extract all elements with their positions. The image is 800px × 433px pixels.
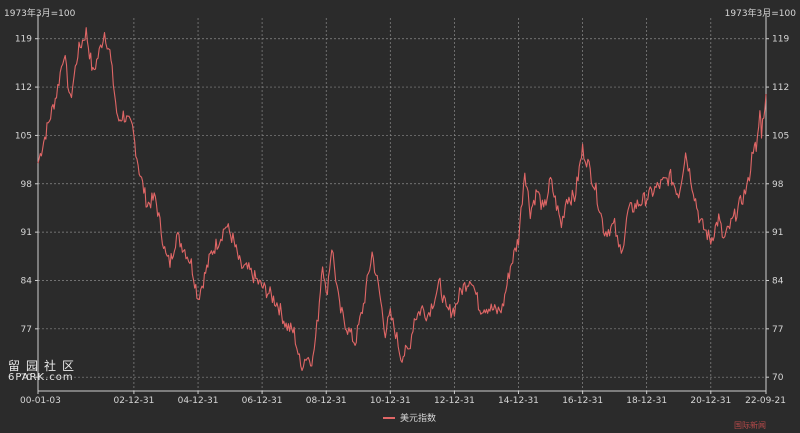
- x-tick-label: 10-12-31: [370, 396, 411, 406]
- y-axis-right-labels: 70 77 84 91 98 105 112 119: [772, 35, 789, 383]
- x-tick-label: 20-12-31: [690, 396, 731, 406]
- x-axis-labels: 00-01-03 02-12-31 04-12-31 06-12-31 08-12-31…: [20, 396, 786, 406]
- legend[interactable]: 美元指数: [383, 411, 436, 424]
- x-tick-label: 12-12-31: [434, 396, 475, 406]
- x-tick-label: 16-12-31: [562, 396, 603, 406]
- y-tick-label: 77: [772, 325, 783, 335]
- y-tick-label: 91: [772, 228, 783, 238]
- y-tick-label: 112: [772, 83, 789, 93]
- y-tick-label: 119: [15, 35, 32, 45]
- legend-label: 美元指数: [400, 414, 437, 424]
- y-tick-label: 70: [21, 373, 33, 383]
- x-tick-label: 00-01-03: [20, 396, 61, 406]
- watermark: 留园社区 6PARK.com: [8, 360, 80, 384]
- y-tick-label: 84: [772, 276, 784, 286]
- y-axis-right-unit: 1973年3月=100: [724, 9, 796, 19]
- x-tick-label: 08-12-31: [306, 396, 347, 406]
- y-tick-label: 98: [772, 180, 784, 190]
- x-tick-label: 14-12-31: [498, 396, 539, 406]
- series-line-usd-index: [37, 27, 767, 372]
- y-axis-left-unit: 1973年3月=100: [4, 9, 76, 19]
- chart-axes: [35, 14, 769, 394]
- x-tick-label: 22-09-21: [745, 396, 786, 406]
- y-tick-label: 77: [21, 325, 32, 335]
- watermark-line2: 6PARK.com: [8, 372, 74, 383]
- y-tick-label: 105: [772, 131, 789, 141]
- x-tick-label: 18-12-31: [626, 396, 667, 406]
- x-tick-label: 04-12-31: [178, 396, 219, 406]
- watermark-line1: 留园社区: [8, 359, 81, 373]
- y-tick-label: 70: [772, 373, 784, 383]
- legend-swatch: [383, 416, 395, 419]
- chart-grid: [37, 18, 767, 391]
- y-tick-label: 119: [772, 35, 789, 45]
- y-tick-label: 112: [15, 83, 32, 93]
- y-tick-label: 91: [21, 228, 32, 238]
- y-tick-label: 98: [21, 180, 33, 190]
- y-tick-label: 105: [15, 131, 32, 141]
- x-tick-label: 06-12-31: [242, 396, 283, 406]
- corner-mark: 国际新闻: [734, 421, 766, 430]
- y-tick-label: 84: [21, 276, 33, 286]
- x-tick-label: 02-12-31: [113, 396, 154, 406]
- series-layer: [37, 27, 767, 372]
- y-axis-left-labels: 70 77 84 91 98 105 112 119: [15, 35, 32, 383]
